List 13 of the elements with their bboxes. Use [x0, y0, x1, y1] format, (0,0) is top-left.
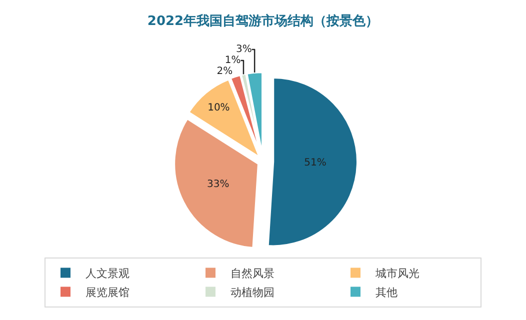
legend-label: 人文景观 — [86, 267, 130, 280]
legend-label: 其他 — [376, 286, 398, 300]
legend-label: 动植物园 — [230, 286, 274, 300]
legend-label: 自然风景 — [230, 267, 274, 280]
data-label: 51% — [304, 158, 326, 169]
data-label: 10% — [208, 102, 230, 114]
legend-label: 城市风光 — [374, 267, 420, 280]
data-label: 1% — [224, 54, 241, 66]
chart-title: 2022年我国自驾游市场结构（按景色） — [147, 13, 379, 30]
legend-label: 展览展馆 — [86, 286, 130, 300]
data-label: 3% — [236, 44, 252, 55]
data-label: 33% — [206, 178, 230, 190]
data-label: 2% — [216, 66, 233, 77]
